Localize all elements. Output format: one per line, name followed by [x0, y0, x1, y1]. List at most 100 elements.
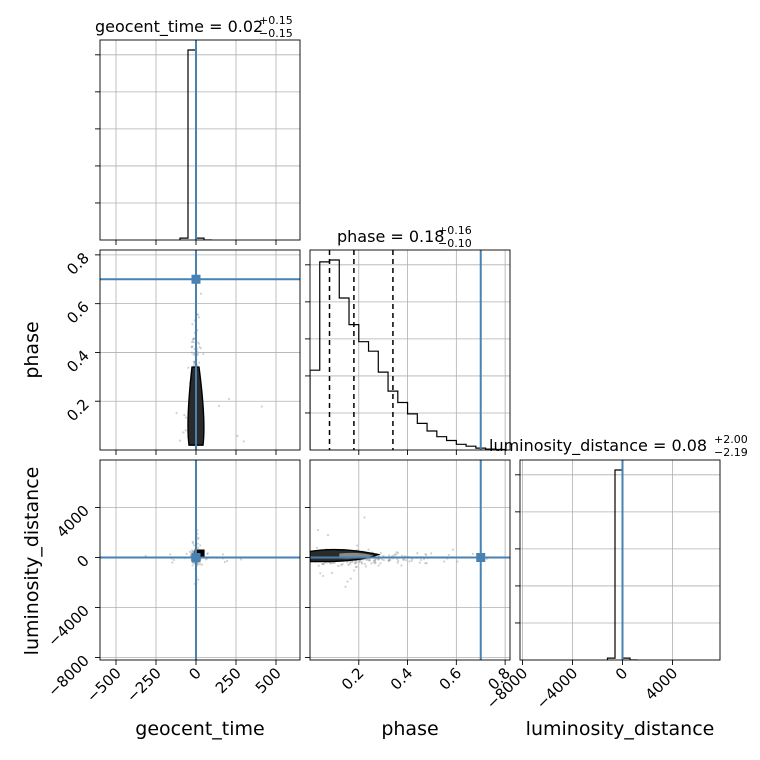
scatter-point: [367, 548, 370, 551]
tick-label-y-phase: 0.6: [63, 298, 93, 328]
scatter-point: [402, 558, 406, 561]
scatter-point: [416, 552, 419, 555]
scatter-point: [402, 558, 405, 561]
scatter-point: [192, 353, 195, 356]
scatter-point: [321, 563, 324, 566]
scatter-point: [191, 540, 194, 543]
scatter-point: [387, 559, 390, 562]
scatter-point: [190, 549, 194, 552]
scatter-point: [393, 553, 396, 556]
scatter-point: [175, 411, 178, 415]
scatter-point: [360, 561, 363, 564]
scatter-point: [178, 439, 182, 442]
scatter-distance-vs-geocent-time-panel: [95, 459, 301, 665]
scatter-point: [356, 544, 359, 547]
scatter-point: [379, 551, 382, 555]
tick-label-x-phase: 0.6: [436, 664, 466, 694]
scatter-luminosity-distance-vs-phase-border: [309, 459, 511, 661]
scatter-point: [190, 340, 194, 344]
scatter-point: [196, 542, 199, 545]
scatter-point: [191, 345, 194, 348]
scatter-point: [419, 558, 423, 561]
scatter-point: [333, 561, 336, 564]
scatter-point: [388, 554, 391, 557]
scatter-point: [388, 558, 391, 561]
title-distance-main: luminosity_distance = 0.08: [489, 436, 707, 456]
scatter-point: [341, 563, 344, 566]
scatter-point: [183, 414, 186, 417]
hist-geocent-time-border: [99, 39, 301, 241]
title-phase-sup: +0.16: [438, 224, 472, 237]
scatter-point: [346, 560, 349, 564]
scatter-point: [391, 554, 394, 557]
scatter-point: [196, 538, 199, 541]
tick-label-x-geocent-time: −250: [123, 664, 165, 706]
scatter-point: [184, 429, 187, 432]
scatter-point: [410, 559, 413, 562]
scatter-point: [190, 346, 193, 349]
scatter-point: [344, 585, 347, 588]
scatter-point: [242, 440, 245, 443]
scatter-point: [363, 516, 366, 519]
scatter-point: [352, 569, 356, 572]
scatter-point: [396, 551, 400, 554]
scatter-point: [172, 558, 176, 562]
hist-phase-panel: [305, 249, 511, 455]
scatter-point: [240, 558, 243, 561]
scatter-point: [351, 560, 354, 563]
scatter-point: [387, 559, 391, 562]
scatter-point: [196, 313, 200, 316]
scatter-point: [447, 553, 450, 557]
scatter-point: [340, 564, 343, 567]
scatter-point: [206, 552, 209, 556]
scatter-point: [192, 551, 195, 554]
tick-label-y-phase: 0.8: [63, 249, 93, 279]
scatter-point: [192, 562, 195, 565]
scatter-point: [363, 562, 367, 566]
scatter-point: [389, 558, 392, 562]
scatter-point: [418, 561, 421, 564]
scatter-point: [206, 552, 209, 555]
scatter-point: [347, 563, 350, 566]
scatter-point: [396, 558, 399, 561]
scatter-point: [192, 550, 195, 553]
scatter-point: [355, 565, 358, 568]
scatter-point: [221, 553, 224, 556]
tick-label-y-luminosity-distance: 4000: [53, 502, 93, 542]
xlabel-luminosity-distance: luminosity_distance: [526, 718, 715, 740]
scatter-point: [348, 562, 351, 565]
scatter-point: [144, 554, 147, 558]
hist-luminosity-distance-panel: [515, 459, 721, 665]
scatter-point: [317, 564, 320, 567]
scatter-luminosity-distance-vs-geocent-time-border: [99, 459, 301, 661]
scatter-point: [443, 560, 446, 563]
title-phase-main: phase = 0.18: [337, 227, 444, 246]
ylabel-luminosity-distance: luminosity_distance: [21, 467, 43, 656]
hist-geocent-time-background: [100, 40, 300, 240]
scatter-point: [191, 564, 194, 567]
hist-luminosity-distance-background: [520, 460, 720, 660]
scatter-point: [368, 558, 371, 561]
scatter-point: [197, 546, 200, 549]
scatter-point: [451, 548, 455, 551]
tick-label-y-luminosity-distance: 0: [73, 552, 92, 571]
scatter-point: [372, 559, 375, 562]
scatter-point: [171, 561, 174, 564]
tick-label-y-phase: 0.4: [63, 347, 93, 377]
scatter-point: [322, 562, 325, 566]
scatter-point: [315, 546, 319, 549]
tick-label-x-luminosity-distance: −4000: [533, 664, 582, 713]
scatter-point: [377, 558, 380, 561]
scatter-point: [199, 347, 202, 350]
scatter-point: [198, 563, 202, 566]
scatter-point: [382, 554, 385, 558]
scatter-point: [321, 562, 324, 565]
scatter-point: [377, 564, 380, 567]
scatter-point: [456, 560, 459, 563]
scatter-point: [380, 558, 384, 561]
scatter-point: [374, 562, 377, 565]
scatter-point: [192, 360, 195, 363]
ylabel-phase: phase: [21, 321, 43, 378]
scatter-phase-vs-geocent-time-panel: [95, 249, 301, 455]
